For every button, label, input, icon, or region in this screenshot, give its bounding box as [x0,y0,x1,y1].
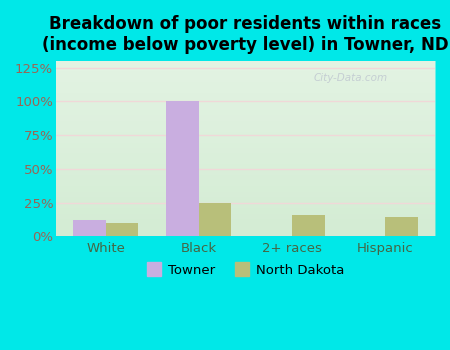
Bar [106,223,138,236]
Bar [292,215,324,236]
Legend: Towner, North Dakota: Towner, North Dakota [141,258,350,282]
Title: Breakdown of poor residents within races
(income below poverty level) in Towner,: Breakdown of poor residents within races… [42,15,449,54]
Bar [73,220,106,236]
Text: City-Data.com: City-Data.com [314,73,388,83]
Bar [385,217,418,236]
Bar [199,203,231,236]
Bar [166,102,199,236]
